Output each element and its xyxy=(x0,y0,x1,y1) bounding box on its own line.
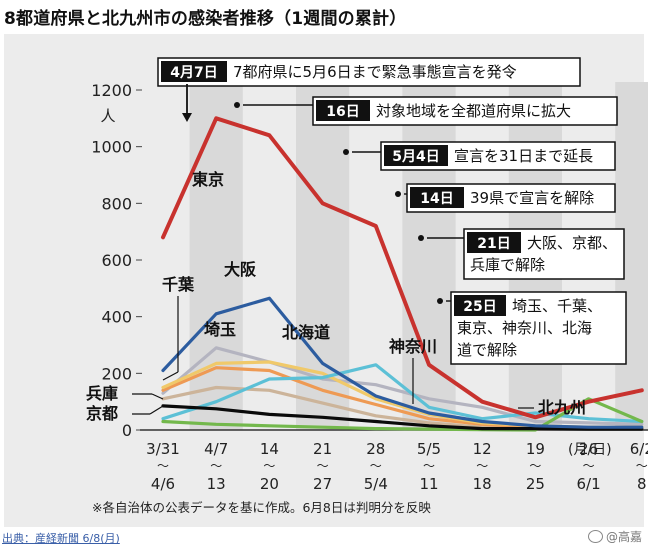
series-line-4 xyxy=(161,346,644,426)
annotation-tag-bg xyxy=(454,295,506,316)
x-tick-label-end: 13 xyxy=(207,475,226,493)
series-label: 埼玉 xyxy=(204,320,236,339)
y-unit-label: 人 xyxy=(100,107,115,125)
x-tick-label-end: 18 xyxy=(473,475,492,493)
annotation-arrowhead xyxy=(182,113,192,122)
y-tick-label: 800 xyxy=(101,194,132,213)
footnote: ※各自治体の公表データを基に作成。6月8日は判明分を反映 xyxy=(92,500,431,515)
annotation-text: 宣言を31日まで延長 xyxy=(454,147,593,165)
annotation-tag-bg xyxy=(316,100,370,121)
series-label: 大阪 xyxy=(224,260,257,279)
x-tick-tilde: 〜 xyxy=(476,459,488,473)
series-label: 北九州 xyxy=(538,398,586,417)
annotation-text: 埼玉、千葉、 xyxy=(512,297,602,315)
x-tick-label-start: 3/31 xyxy=(146,440,180,458)
y-tick-label: 600 xyxy=(101,251,132,270)
annotation-tag-bg xyxy=(384,145,448,166)
source-link[interactable]: 出典：産経新聞 6/8(月) xyxy=(2,532,120,545)
series-line-2 xyxy=(161,296,644,429)
annotation-text: 39県で宣言を解除 xyxy=(470,189,594,207)
annotation-tag: 21日 xyxy=(477,236,510,252)
y-tick-label: 0 xyxy=(122,421,132,440)
x-tick-tilde: 〜 xyxy=(157,459,169,473)
series-label: 兵庫 xyxy=(86,384,118,403)
x-tick-label-end: 6/1 xyxy=(577,475,601,493)
x-tick-tilde: 〜 xyxy=(423,459,435,473)
x-tick-tilde: 〜 xyxy=(370,459,382,473)
annotation-tag: 25日 xyxy=(463,299,496,315)
annotation-arrow-dot xyxy=(234,102,240,108)
x-tick-label-end: 25 xyxy=(526,475,545,493)
leader-line xyxy=(149,405,164,415)
x-tick-tilde: 〜 xyxy=(636,459,648,473)
annotation-arrow-dot xyxy=(418,235,424,241)
annotation-tag: 5月4日 xyxy=(392,149,439,165)
y-tick-label: 1200 xyxy=(91,81,132,100)
annotation-text-line2: 東京、神奈川、北海 xyxy=(457,319,592,337)
annotation-text: 対象地域を全都道府県に拡大 xyxy=(376,102,571,120)
annotation-tag: 4月7日 xyxy=(170,65,217,81)
annotation-box xyxy=(157,57,581,87)
x-tick-label-start: 28 xyxy=(366,440,385,458)
annotation-tag-bg xyxy=(161,61,227,82)
x-unit-label: (月/日) xyxy=(568,442,612,458)
x-tick-tilde: 〜 xyxy=(529,459,541,473)
y-tick-label: 400 xyxy=(101,308,132,327)
x-tick-label-end: 27 xyxy=(313,475,332,493)
x-tick-label-start: 6/2 xyxy=(630,440,648,458)
annotation-tag: 14日 xyxy=(420,191,453,207)
x-tick-label-end: 8 xyxy=(637,475,647,493)
x-tick-label-start: 26 xyxy=(579,440,598,458)
x-tick-label-start: 5/5 xyxy=(417,440,441,458)
x-tick-label-end: 5/4 xyxy=(364,475,388,493)
week-band xyxy=(402,82,456,430)
x-tick-label-end: 20 xyxy=(260,475,279,493)
x-tick-tilde: 〜 xyxy=(210,459,222,473)
annotation-arrow-dot xyxy=(395,191,401,197)
y-tick-label: 200 xyxy=(101,364,132,383)
series-line-8 xyxy=(161,404,644,431)
page-title: 8都道府県と北九州市の感染者推移（1週間の累計） xyxy=(4,9,407,29)
x-tick-label-start: 14 xyxy=(260,440,279,458)
annotation-text: 7都府県に5月6日まで緊急事態宣言を発令 xyxy=(233,63,517,81)
series-label: 東京 xyxy=(192,170,224,189)
annotation-text: 大阪、京都、 xyxy=(527,234,617,252)
x-tick-label-start: 12 xyxy=(473,440,492,458)
x-tick-tilde: 〜 xyxy=(263,459,275,473)
series-label: 神奈川 xyxy=(389,337,437,356)
annotation-arrow-dot xyxy=(437,298,443,304)
leader-line xyxy=(151,393,164,400)
series-line-1 xyxy=(161,116,644,420)
annotation-arrow-dot xyxy=(343,149,349,155)
leader-line xyxy=(162,371,179,381)
series-line-9 xyxy=(161,397,644,432)
annotation-tag-bg xyxy=(410,187,464,208)
watermark: @高嘉 xyxy=(587,528,642,545)
week-band xyxy=(189,82,243,430)
x-tick-label-start: 21 xyxy=(313,440,332,458)
x-tick-tilde: 〜 xyxy=(583,459,595,473)
x-tick-label-start: 4/7 xyxy=(204,440,228,458)
annotation-tag-bg xyxy=(467,232,521,253)
x-tick-label-end: 11 xyxy=(419,475,438,493)
x-tick-tilde: 〜 xyxy=(317,459,329,473)
watermark-text: @高嘉 xyxy=(605,530,642,544)
series-label: 千葉 xyxy=(162,275,195,294)
y-tick-label: 1000 xyxy=(91,138,132,157)
annotation-tag: 16日 xyxy=(326,104,359,120)
x-tick-label-end: 4/6 xyxy=(151,475,175,493)
series-label: 北海道 xyxy=(282,323,330,342)
annotation-text-line3: 道で解除 xyxy=(457,341,517,359)
x-tick-label-start: 19 xyxy=(526,440,545,458)
series-label: 京都 xyxy=(86,404,118,423)
weibo-icon xyxy=(587,530,603,543)
annotation-text-line2: 兵庫で解除 xyxy=(470,256,545,274)
